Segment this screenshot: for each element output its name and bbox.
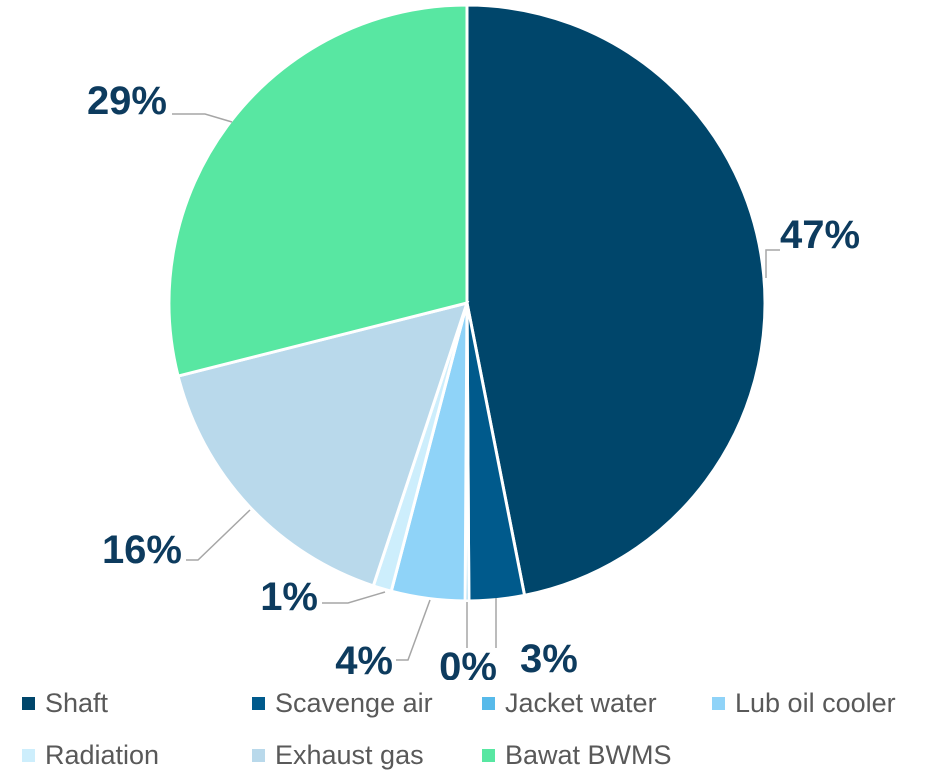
legend-swatch [252, 749, 265, 762]
legend-item: Radiation [22, 740, 159, 771]
legend-label: Lub oil cooler [735, 688, 896, 718]
legend-label: Radiation [45, 740, 160, 770]
legend-swatch [22, 749, 35, 762]
leader-line [396, 599, 431, 661]
data-label: 16% [102, 528, 182, 572]
legend-label: Bawat BWMS [505, 740, 672, 770]
legend-label: Jacket water [505, 688, 657, 718]
legend-swatch [252, 697, 265, 710]
data-labels: 47% 3% 0% 4% 1% 16% 29% [87, 79, 860, 680]
data-label: 29% [87, 79, 167, 123]
pie-slice-exhaust-gas [176, 300, 470, 588]
pie-slice-shaft [465, 3, 767, 598]
leader-line [765, 249, 780, 278]
data-label: 0% [439, 645, 497, 680]
leader-lines [172, 113, 780, 661]
legend-swatch [482, 697, 495, 710]
legend-swatch [712, 697, 725, 710]
pie-slices [167, 3, 767, 603]
leader-line [322, 591, 386, 604]
legend-label: Exhaust gas [275, 740, 424, 770]
legend-item: Scavenge air [252, 688, 433, 719]
legend-item: Jacket water [482, 688, 657, 719]
legend-item: Shaft [22, 688, 108, 719]
data-label: 1% [260, 575, 318, 619]
legend-item: Bawat BWMS [482, 740, 672, 771]
pie-chart: 47% 3% 0% 4% 1% 16% 29% [87, 3, 860, 680]
leader-line [172, 113, 233, 123]
leader-line [186, 509, 251, 561]
data-label: 4% [335, 639, 393, 680]
legend: Shaft Scavenge air Jacket water Lub oil coo… [0, 678, 944, 775]
pie-slice-bawat-bwms [167, 3, 469, 378]
legend-swatch [22, 697, 35, 710]
legend-label: Scavenge air [275, 688, 433, 718]
legend-item: Lub oil cooler [712, 688, 896, 719]
data-label: 47% [780, 213, 860, 257]
data-label: 3% [520, 637, 578, 680]
legend-swatch [482, 749, 495, 762]
legend-label: Shaft [45, 688, 109, 718]
legend-item: Exhaust gas [252, 740, 424, 771]
